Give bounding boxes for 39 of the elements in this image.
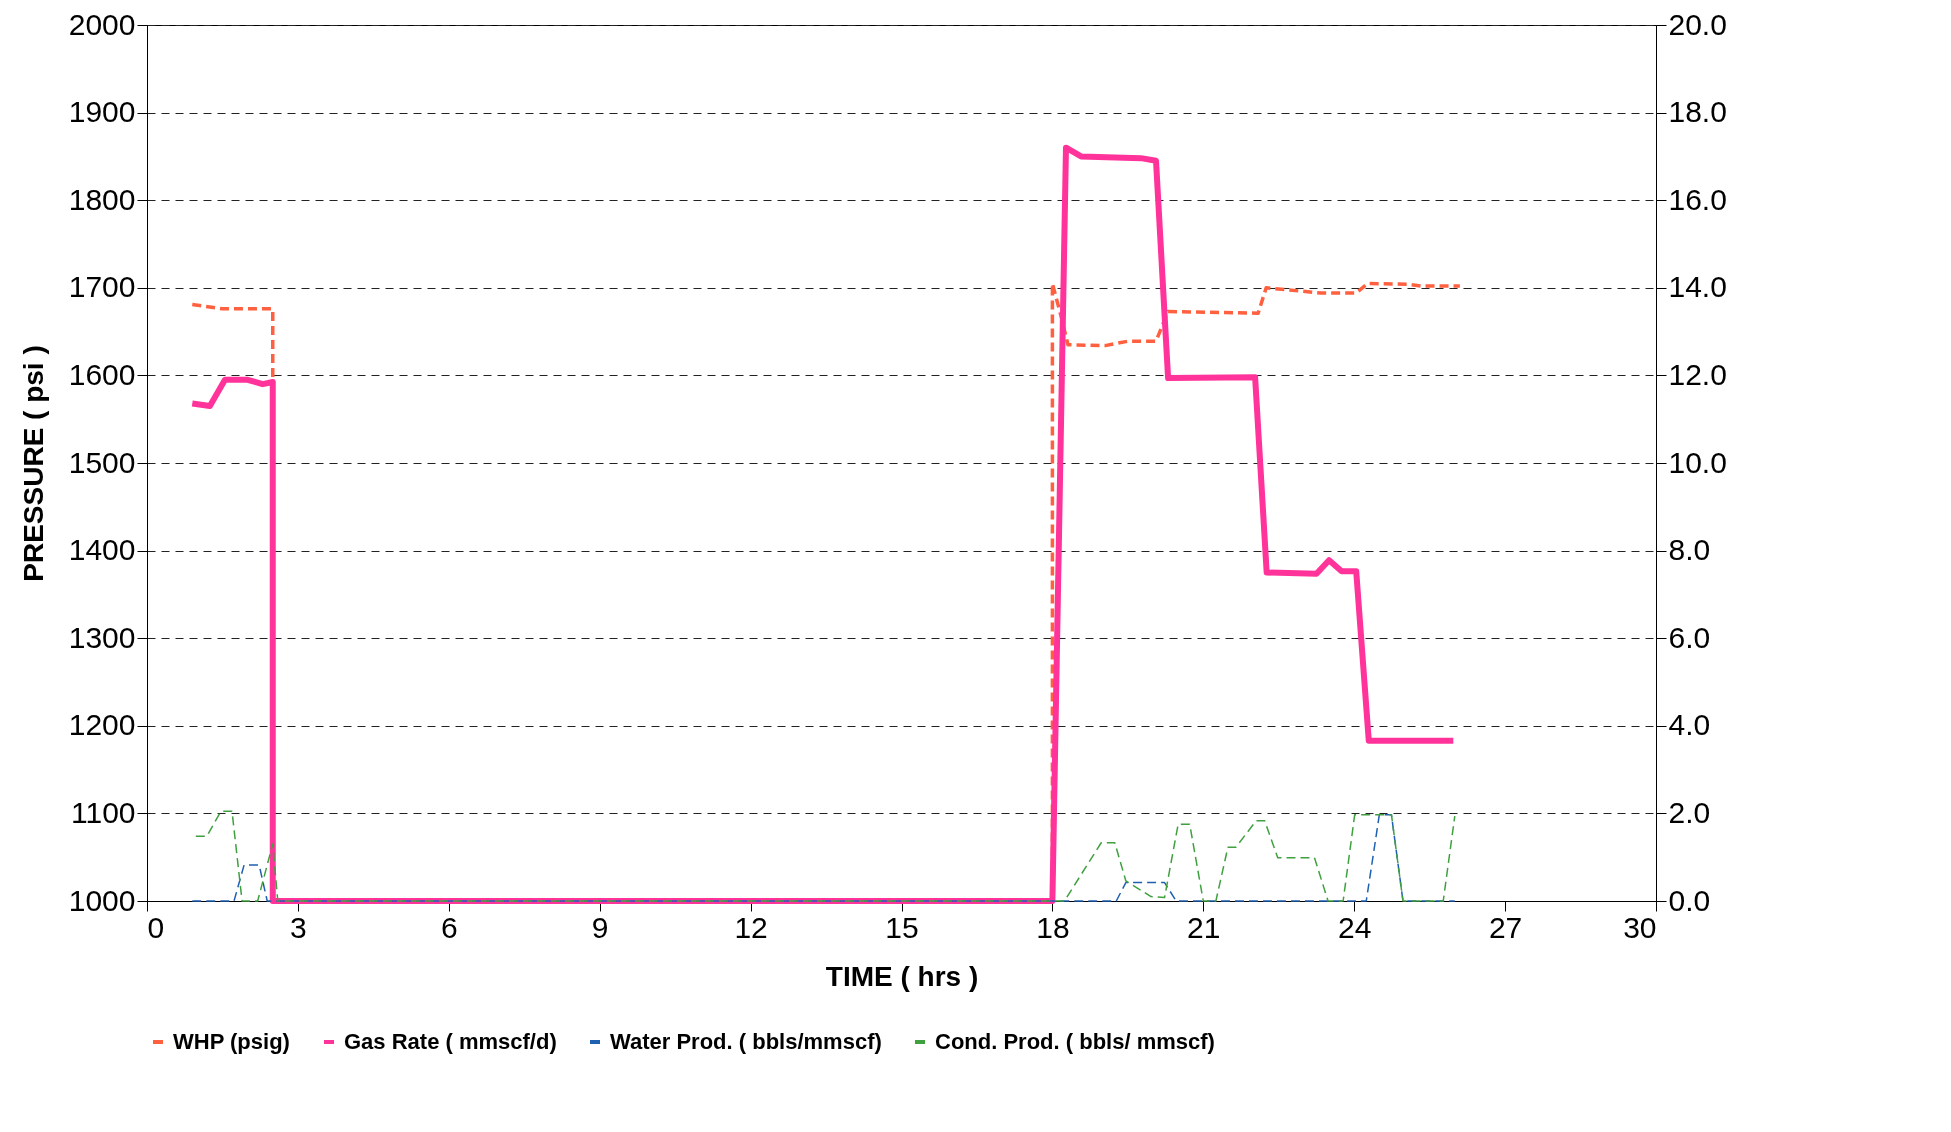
y-tick-label: 1000 <box>68 883 136 917</box>
x-axis-title: TIME ( hrs ) <box>825 960 979 992</box>
y-axis-title: PRESSURE ( psi ) <box>17 345 49 582</box>
y2-tick-label: 4.0 <box>1668 708 1711 742</box>
x-tick-label: 15 <box>885 910 919 944</box>
x-tick-label: 30 <box>1623 910 1657 944</box>
y2-tick-label: 14.0 <box>1668 270 1727 304</box>
y2-tick-label: 6.0 <box>1668 620 1711 654</box>
y2-tick-label: 18.0 <box>1668 95 1727 129</box>
x-tick-label: 27 <box>1488 910 1523 944</box>
legend-label: Gas Rate ( mmscf/d) <box>344 1029 557 1054</box>
y2-tick-label: 2.0 <box>1668 795 1711 829</box>
x-tick-label: 9 <box>591 910 609 944</box>
y2-tick-label: 12.0 <box>1668 357 1727 391</box>
y2-tick-label: 16.0 <box>1668 182 1727 216</box>
y-tick-label: 1700 <box>68 270 136 304</box>
x-tick-label: 24 <box>1338 910 1372 944</box>
y-tick-label: 1500 <box>68 445 136 479</box>
y-tick-label: 1200 <box>68 708 136 742</box>
x-tick-label: 0 <box>147 910 165 944</box>
y-tick-label: 1300 <box>68 620 136 654</box>
y-tick-label: 1800 <box>68 182 136 216</box>
y-tick-label: 1600 <box>68 357 136 391</box>
y2-tick-label: 0.0 <box>1668 883 1711 917</box>
legend-label: Cond. Prod. ( bbls/ mmscf) <box>935 1029 1215 1054</box>
x-tick-label: 3 <box>290 910 307 944</box>
x-tick-label: 18 <box>1036 910 1070 944</box>
y2-tick-label: 8.0 <box>1668 533 1711 567</box>
y2-tick-label: 20.0 <box>1668 7 1727 41</box>
y-tick-label: 2000 <box>68 7 136 41</box>
legend-label: WHP (psig) <box>173 1029 290 1054</box>
x-tick-label: 12 <box>734 910 768 944</box>
y-tick-label: 1100 <box>70 795 136 829</box>
y-tick-label: 1400 <box>68 533 136 567</box>
y-tick-label: 1900 <box>68 95 136 129</box>
y2-tick-label: 10.0 <box>1668 445 1727 479</box>
x-tick-label: 21 <box>1187 910 1221 944</box>
legend-label: Water Prod. ( bbls/mmscf) <box>610 1029 882 1054</box>
x-tick-label: 6 <box>440 910 458 944</box>
